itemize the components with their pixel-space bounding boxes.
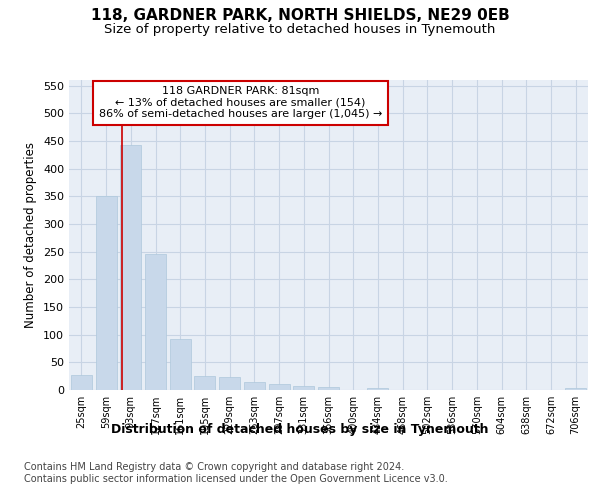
Bar	[170, 338, 191, 390]
Bar	[194, 376, 215, 390]
Text: 118 GARDNER PARK: 81sqm
← 13% of detached houses are smaller (154)
86% of semi-d: 118 GARDNER PARK: 81sqm ← 13% of detache…	[98, 86, 382, 120]
Bar	[565, 388, 586, 390]
Text: Contains HM Land Registry data © Crown copyright and database right 2024.
Contai: Contains HM Land Registry data © Crown c…	[24, 462, 448, 484]
Bar	[244, 382, 265, 390]
Y-axis label: Number of detached properties: Number of detached properties	[25, 142, 37, 328]
Bar	[120, 145, 141, 390]
Bar	[318, 387, 339, 390]
Text: Size of property relative to detached houses in Tynemouth: Size of property relative to detached ho…	[104, 22, 496, 36]
Bar	[95, 196, 116, 390]
Bar	[71, 375, 92, 390]
Bar	[145, 254, 166, 390]
Bar	[367, 388, 388, 390]
Text: Distribution of detached houses by size in Tynemouth: Distribution of detached houses by size …	[111, 422, 489, 436]
Bar	[219, 376, 240, 390]
Bar	[293, 386, 314, 390]
Text: 118, GARDNER PARK, NORTH SHIELDS, NE29 0EB: 118, GARDNER PARK, NORTH SHIELDS, NE29 0…	[91, 8, 509, 22]
Bar	[269, 384, 290, 390]
